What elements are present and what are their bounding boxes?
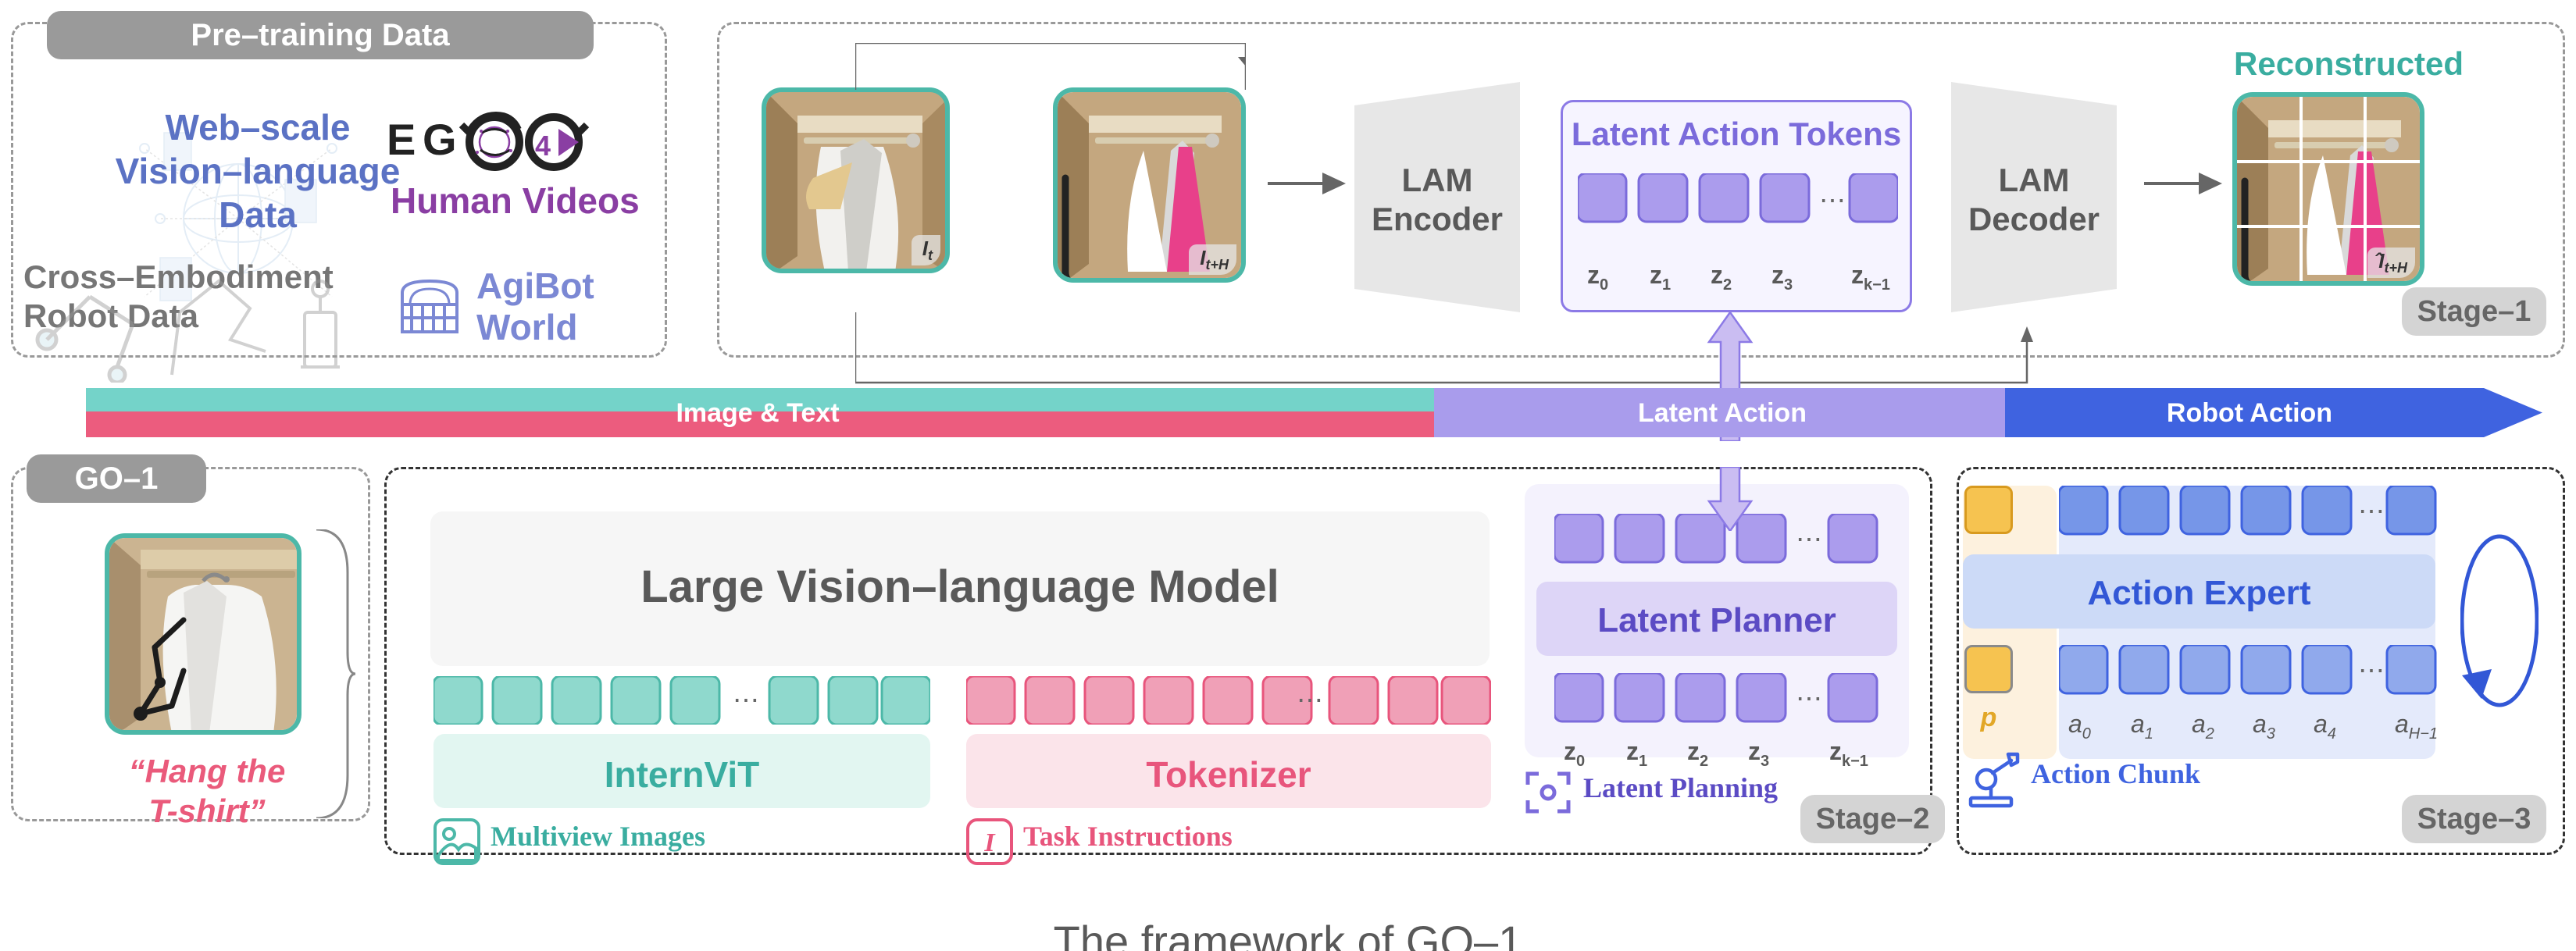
svg-text:⋯: ⋯ xyxy=(1796,684,1822,714)
svg-text:LAM: LAM xyxy=(1402,162,1473,198)
svg-text:z1: z1 xyxy=(1626,737,1647,769)
svg-text:⋯: ⋯ xyxy=(1297,686,1323,715)
svg-text:a4: a4 xyxy=(2314,710,2336,742)
svg-text:Latent Action: Latent Action xyxy=(1638,398,1807,428)
svg-text:I: I xyxy=(983,828,996,857)
svg-text:z1: z1 xyxy=(1650,261,1671,293)
svg-text:⋯: ⋯ xyxy=(1819,186,1846,215)
svg-text:a2: a2 xyxy=(2192,710,2214,742)
svg-text:zk−1: zk−1 xyxy=(1829,737,1868,769)
svg-text:Robot Action: Robot Action xyxy=(2167,398,2332,428)
svg-text:Image & Text: Image & Text xyxy=(676,398,839,428)
svg-text:aH−1: aH−1 xyxy=(2395,710,2437,742)
svg-text:⋯: ⋯ xyxy=(2358,497,2385,526)
svg-text:a1: a1 xyxy=(2131,710,2153,742)
svg-text:a3: a3 xyxy=(2253,710,2275,742)
svg-text:E: E xyxy=(387,115,416,164)
svg-text:⋯: ⋯ xyxy=(733,686,759,715)
svg-text:z2: z2 xyxy=(1711,261,1732,293)
svg-text:z0: z0 xyxy=(1564,737,1585,769)
svg-text:Encoder: Encoder xyxy=(1372,201,1503,237)
svg-text:z3: z3 xyxy=(1771,261,1793,293)
svg-text:G: G xyxy=(423,115,457,164)
svg-text:LAM: LAM xyxy=(1999,162,2070,198)
svg-text:4: 4 xyxy=(535,130,551,162)
svg-text:zk−1: zk−1 xyxy=(1851,261,1890,293)
svg-text:z0: z0 xyxy=(1587,261,1608,293)
svg-text:Decoder: Decoder xyxy=(1968,201,2100,237)
svg-text:z2: z2 xyxy=(1687,737,1708,769)
svg-text:⋯: ⋯ xyxy=(1796,525,1822,554)
svg-text:z3: z3 xyxy=(1748,737,1769,769)
svg-text:⋯: ⋯ xyxy=(2358,656,2385,686)
svg-text:a0: a0 xyxy=(2068,710,2091,742)
